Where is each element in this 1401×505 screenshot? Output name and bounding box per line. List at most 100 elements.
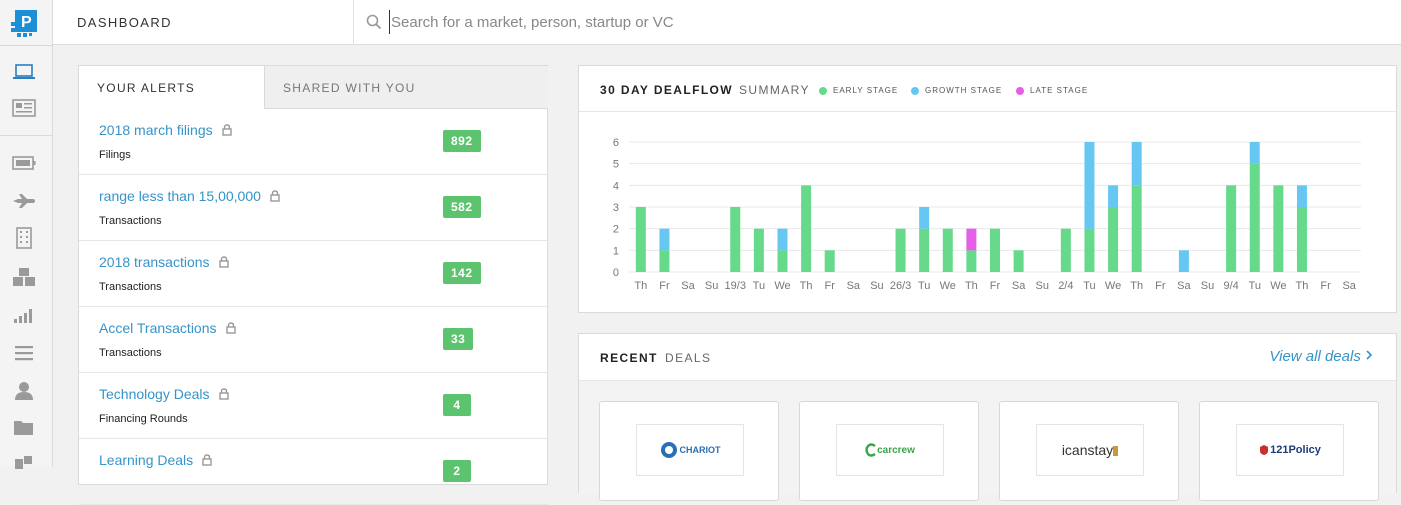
tab-shared-with-you[interactable]: SHARED WITH YOU <box>264 66 548 109</box>
user-icon[interactable] <box>12 380 36 402</box>
alert-type: Financing Rounds <box>99 413 188 425</box>
tab-your-alerts[interactable]: YOUR ALERTS <box>79 66 264 109</box>
deal-card[interactable]: CHARIOT <box>599 401 779 501</box>
alert-row[interactable]: Learning Deals 2 <box>79 439 547 505</box>
bar-early-stage[interactable] <box>753 228 764 272</box>
app-logo[interactable]: P <box>9 8 39 38</box>
x-tick-label: Su <box>870 280 883 292</box>
bar-early-stage[interactable] <box>966 250 977 272</box>
bar-growth-stage[interactable] <box>1178 250 1189 272</box>
x-tick-label: Tu <box>1083 280 1095 292</box>
bar-early-stage[interactable] <box>730 207 741 272</box>
bar-early-stage[interactable] <box>659 250 670 272</box>
chevron-right-icon <box>1366 350 1373 360</box>
company-name: carcrew <box>877 444 915 456</box>
alert-count-badge: 2 <box>443 460 471 482</box>
alert-row[interactable]: 2018 march filings Filings 892 <box>79 109 547 175</box>
y-tick-label: 6 <box>613 137 619 149</box>
legend-label: GROWTH STAGE <box>925 86 1003 95</box>
bar-early-stage[interactable] <box>1296 207 1307 272</box>
alert-name-link[interactable]: Accel Transactions <box>99 320 236 336</box>
list-icon[interactable] <box>12 342 36 364</box>
alert-name-link[interactable]: Learning Deals <box>99 452 212 468</box>
x-tick-label: Tu <box>918 280 930 292</box>
alert-type: Filings <box>99 149 131 161</box>
alert-name-link[interactable]: Technology Deals <box>99 386 229 402</box>
bar-early-stage[interactable] <box>1060 228 1071 272</box>
alert-name-link[interactable]: 2018 transactions <box>99 254 229 270</box>
y-tick-label: 1 <box>613 245 619 257</box>
bar-early-stage[interactable] <box>1249 163 1260 272</box>
airplane-icon[interactable] <box>12 190 36 212</box>
x-tick-label: Th <box>800 280 813 292</box>
dealflow-header: 30 DAY DEALFLOW SUMMARY EARLY STAGE GROW… <box>579 66 1396 112</box>
bar-early-stage[interactable] <box>635 207 646 272</box>
alert-name[interactable]: Learning Deals <box>99 452 194 468</box>
bar-early-stage[interactable] <box>801 185 812 272</box>
bar-early-stage[interactable] <box>1108 207 1119 272</box>
laptop-icon[interactable] <box>12 61 36 83</box>
bar-early-stage[interactable] <box>895 228 906 272</box>
alert-row[interactable]: range less than 15,00,000 Transactions 5… <box>79 175 547 241</box>
puzzle-icon[interactable] <box>12 452 36 474</box>
bar-early-stage[interactable] <box>1013 250 1024 272</box>
alert-name[interactable]: Accel Transactions <box>99 320 217 336</box>
dealflow-chart: 0 1 2 3 4 5 6 Th Fr Sa Su 19/3 Tu We Th Fr Sa Su 26/3 Tu We T… <box>613 137 1361 292</box>
alert-name[interactable]: range less than 15,00,000 <box>99 188 261 204</box>
alert-name[interactable]: 2018 march filings <box>99 122 213 138</box>
alert-row[interactable]: Technology Deals Financing Rounds 4 <box>79 373 547 439</box>
bar-early-stage[interactable] <box>824 250 835 272</box>
recent-subtitle: DEALS <box>665 351 712 365</box>
deal-card[interactable]: 121Policy <box>1199 401 1379 501</box>
x-tick-label: 9/4 <box>1223 280 1238 292</box>
bar-early-stage[interactable] <box>1084 228 1095 272</box>
bar-growth-stage[interactable] <box>919 207 930 229</box>
building-icon[interactable] <box>12 227 36 249</box>
battery-icon[interactable] <box>12 152 36 174</box>
y-tick-label: 2 <box>613 224 619 236</box>
bar-growth-stage[interactable] <box>1131 142 1142 186</box>
x-tick-label: We <box>940 280 956 292</box>
alert-row[interactable]: Accel Transactions Transactions 33 <box>79 307 547 373</box>
bar-growth-stage[interactable] <box>1108 185 1119 207</box>
x-tick-label: Th <box>965 280 978 292</box>
x-tick-label: Fr <box>825 280 836 292</box>
alert-name[interactable]: Technology Deals <box>99 386 210 402</box>
search-input[interactable] <box>389 10 1289 34</box>
alert-name-link[interactable]: 2018 march filings <box>99 122 232 138</box>
alert-count-badge: 892 <box>443 130 481 152</box>
bar-early-stage[interactable] <box>990 228 1000 272</box>
x-tick-label: We <box>1105 280 1121 292</box>
bar-late-stage[interactable] <box>966 228 977 251</box>
bar-early-stage[interactable] <box>1273 185 1284 272</box>
bar-growth-stage[interactable] <box>1249 142 1260 164</box>
deal-card[interactable]: carcrew <box>799 401 979 501</box>
recent-deals-header: RECENT DEALS View all deals <box>579 334 1396 381</box>
bar-growth-stage[interactable] <box>777 228 788 251</box>
x-tick-label: Sa <box>1342 280 1356 292</box>
bar-early-stage[interactable] <box>777 250 788 272</box>
signal-bars-icon[interactable] <box>12 304 36 326</box>
folder-icon[interactable] <box>12 417 36 439</box>
bar-early-stage[interactable] <box>1131 185 1142 272</box>
bar-growth-stage[interactable] <box>1084 142 1095 229</box>
bar-early-stage[interactable] <box>942 228 953 272</box>
alert-name-link[interactable]: range less than 15,00,000 <box>99 188 280 204</box>
company-name: icanstay <box>1061 442 1114 458</box>
alert-name[interactable]: 2018 transactions <box>99 254 210 270</box>
deal-card[interactable]: icanstay <box>999 401 1179 501</box>
bar-growth-stage[interactable] <box>1296 185 1307 207</box>
company-logo: CHARIOT <box>636 424 744 476</box>
topbar-divider <box>353 0 354 45</box>
view-all-label[interactable]: View all deals <box>1269 348 1361 365</box>
view-all-deals-link[interactable]: View all deals <box>1269 348 1373 365</box>
sidebar: P <box>0 0 53 469</box>
bar-growth-stage[interactable] <box>659 228 670 251</box>
x-tick-label: 26/3 <box>890 280 911 292</box>
bar-early-stage[interactable] <box>919 228 930 272</box>
alert-row[interactable]: 2018 transactions Transactions 142 <box>79 241 547 307</box>
newspaper-icon[interactable] <box>12 97 36 119</box>
bar-early-stage[interactable] <box>1226 185 1237 272</box>
alert-count-badge: 142 <box>443 262 481 284</box>
cubes-icon[interactable] <box>12 266 36 288</box>
